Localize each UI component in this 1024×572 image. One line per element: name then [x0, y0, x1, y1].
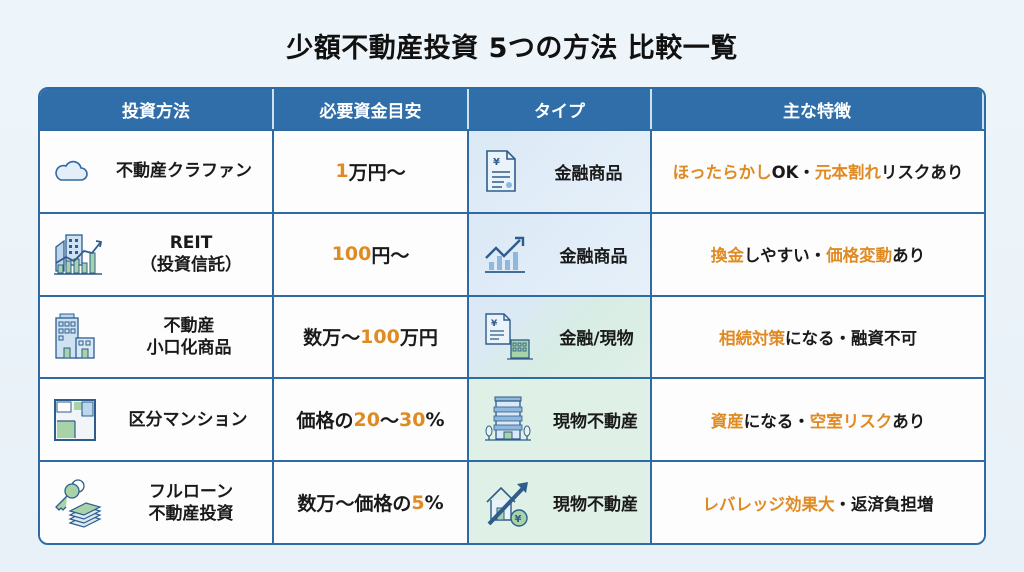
feature-text: リスクあり	[880, 163, 964, 183]
header-funds: 必要資金目安	[274, 89, 469, 129]
method-label: 不動産クラファン	[116, 161, 252, 182]
cloud-icon	[52, 158, 90, 184]
apartment-building-icon	[483, 395, 533, 445]
feature-text: ・返済負担増	[834, 494, 934, 514]
document-building-icon: ¥	[483, 312, 535, 362]
feature-highlight: 元本割れ	[814, 163, 881, 183]
row-1-features: ほったらかし OK・ 元本割れ リスクあり	[652, 129, 984, 212]
svg-text:¥: ¥	[491, 319, 498, 329]
floor-plan-icon	[52, 397, 98, 443]
funds-text: %	[425, 408, 445, 431]
funds-highlight: 20	[353, 408, 380, 431]
header-method: 投資方法	[40, 89, 274, 129]
row-1-funds: 1 万円〜	[274, 129, 469, 212]
feature-highlight: 換金	[710, 246, 744, 266]
row-1-type: ¥ 金融商品	[469, 129, 652, 212]
feature-highlight: 相続対策	[719, 328, 785, 348]
rising-chart-icon	[483, 234, 529, 274]
method-label: REIT （投資信託）	[140, 233, 242, 276]
funds-text: 数万〜	[303, 327, 361, 350]
row-2-funds: 100 円〜	[274, 211, 469, 295]
feature-highlight: レバレッジ効果大	[702, 494, 835, 514]
feature-text: になる・	[743, 411, 810, 431]
row-5-funds: 数万〜価格の 5%	[274, 460, 469, 543]
yen-document-icon: ¥	[483, 148, 519, 194]
page-title: 少額不動産投資 5つの方法 比較一覧	[286, 33, 738, 64]
svg-text:¥: ¥	[515, 514, 522, 525]
row-2-method: REIT （投資信託）	[40, 211, 274, 295]
feature-text: あり	[892, 246, 926, 266]
feature-text: OK・	[771, 163, 815, 183]
funds-highlight: 1	[335, 160, 349, 183]
row-4-type: 現物不動産	[469, 377, 652, 461]
funds-highlight: 100	[360, 325, 400, 348]
funds-text: 万円〜	[348, 161, 406, 184]
feature-highlight: 価格変動	[826, 246, 893, 266]
funds-text: 〜	[379, 410, 399, 433]
method-label: 不動産 小口化商品	[146, 315, 232, 358]
feature-highlight: 空室リスク	[809, 411, 893, 431]
feature-text: になる・融資不可	[785, 328, 917, 348]
row-4-funds: 価格の 20 〜 30%	[274, 377, 469, 461]
row-4-features: 資産 になる・ 空室リスク あり	[652, 377, 984, 461]
row-2-type: 金融商品	[469, 211, 652, 295]
funds-text: 価格の	[296, 410, 354, 433]
funds-highlight: 30	[398, 408, 426, 431]
row-2-features: 換金 しやすい・ 価格変動 あり	[652, 211, 984, 295]
feature-text: あり	[892, 411, 926, 431]
type-label: 金融商品	[559, 246, 628, 267]
funds-highlight: 100	[331, 243, 372, 266]
funds-highlight: 5	[411, 491, 425, 514]
house-growth-yen-icon: ¥	[483, 478, 533, 528]
feature-highlight: 資産	[710, 411, 744, 431]
method-label: フルローン 不動産投資	[148, 481, 234, 524]
feature-text: しやすい・	[743, 246, 827, 266]
row-5-type: ¥ 現物不動産	[469, 460, 652, 543]
row-1-method: 不動産クラファン	[40, 129, 274, 212]
funds-text: 万円	[399, 327, 438, 350]
row-3-method: 不動産 小口化商品	[40, 294, 274, 378]
key-money-icon	[52, 477, 104, 529]
method-label: 区分マンション	[128, 409, 248, 430]
row-3-funds: 数万〜 100 万円	[274, 294, 469, 378]
type-label: 現物不動産	[553, 495, 638, 516]
row-4-method: 区分マンション	[40, 377, 274, 461]
header-features: 主な特徴	[652, 89, 984, 129]
row-3-features: 相続対策 になる・融資不可	[652, 294, 984, 378]
funds-text: 数万〜価格の	[297, 493, 412, 516]
header-type: タイプ	[469, 89, 652, 129]
funds-text: %	[424, 491, 444, 514]
comparison-table: 投資方法 必要資金目安 タイプ 主な特徴 不動産クラファン 1 万円〜 ¥ 金融商…	[38, 87, 986, 545]
office-building-icon	[52, 312, 100, 362]
svg-text:¥: ¥	[493, 157, 500, 168]
funds-text: 円〜	[371, 244, 410, 267]
type-label: 金融商品	[554, 163, 623, 184]
type-label: 金融/現物	[559, 329, 634, 350]
row-5-features: レバレッジ効果大 ・返済負担増	[652, 460, 984, 543]
row-3-type: ¥ 金融/現物	[469, 294, 652, 378]
row-5-method: フルローン 不動産投資	[40, 460, 274, 543]
feature-highlight: ほったらかし	[672, 163, 772, 183]
building-chart-icon	[52, 231, 104, 277]
type-label: 現物不動産	[553, 412, 638, 433]
